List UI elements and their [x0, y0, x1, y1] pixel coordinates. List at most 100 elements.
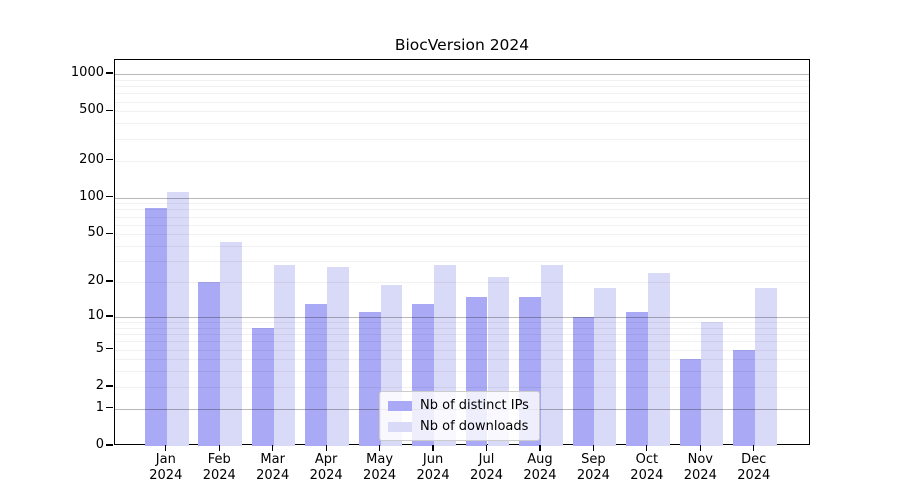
bar-downloads [327, 266, 349, 446]
x-tick-label: Jun 2024 [416, 452, 450, 483]
legend-swatch-distinct-ips [388, 400, 412, 411]
bar-distinct-ips [679, 359, 702, 446]
bar-downloads [220, 242, 243, 446]
gridline-minor [115, 261, 809, 263]
gridline-minor [115, 282, 809, 284]
y-tick-mark [106, 385, 113, 387]
x-tick-mark [485, 445, 488, 451]
y-tick-label: 1 [95, 399, 104, 415]
x-tick-label: Jul 2024 [469, 452, 504, 483]
gridline-minor [115, 341, 809, 343]
y-tick-label: 50 [87, 225, 104, 241]
y-tick-mark [106, 72, 113, 74]
bar-distinct-ips [732, 349, 755, 446]
bar-distinct-ips [145, 208, 167, 446]
x-tick-mark [272, 445, 274, 451]
x-tick-label: Jan 2024 [149, 452, 183, 483]
y-tick-mark [106, 195, 113, 198]
gridline-minor [115, 101, 809, 103]
bar-downloads [166, 191, 189, 446]
legend-label-downloads: Nb of downloads [420, 418, 529, 434]
bar-distinct-ips [626, 312, 648, 446]
x-tick-label: Aug 2024 [523, 452, 557, 483]
gridline-minor [115, 334, 809, 336]
x-tick-label: Oct 2024 [630, 452, 664, 483]
gridline-minor [115, 123, 809, 125]
chart-title: BiocVersion 2024 [394, 36, 530, 54]
y-tick-mark [106, 444, 113, 446]
x-tick-mark [753, 445, 755, 451]
bar-downloads [273, 264, 296, 446]
bar-downloads [594, 287, 617, 446]
y-tick-mark [106, 158, 113, 161]
x-tick-mark [378, 445, 381, 451]
y-tick-label: 100 [79, 188, 104, 204]
gridline-minor [115, 79, 809, 81]
gridline-minor [115, 234, 809, 236]
bar-distinct-ips [305, 303, 328, 446]
y-tick-mark [106, 407, 113, 409]
x-tick-label: Nov 2024 [683, 452, 717, 483]
bar-distinct-ips [358, 312, 381, 446]
x-tick-mark [325, 445, 327, 451]
gridline-minor [115, 93, 809, 95]
gridline-minor [115, 246, 809, 248]
gridline-minor [115, 359, 809, 361]
y-tick-label: 20 [87, 273, 104, 289]
x-tick-label: Feb 2024 [202, 452, 236, 483]
bar-distinct-ips [251, 327, 274, 446]
x-tick-mark [646, 445, 648, 451]
gridline-major [115, 74, 809, 76]
y-tick-label: 2 [95, 377, 104, 393]
legend-item-distinct-ips: Nb of distinct IPs [388, 397, 529, 414]
gridline-minor [115, 209, 809, 211]
gridline-minor [115, 203, 809, 205]
bar-downloads [701, 322, 724, 446]
gridline-minor [115, 322, 809, 324]
y-tick-mark [106, 232, 113, 234]
x-tick-mark [432, 445, 434, 451]
x-tick-mark [218, 445, 220, 451]
gridline-minor [115, 386, 809, 388]
legend: Nb of distinct IPs Nb of downloads [379, 391, 540, 441]
legend-item-downloads: Nb of downloads [388, 418, 529, 435]
gridline-minor [115, 86, 809, 88]
x-tick-label: May 2024 [363, 452, 397, 483]
gridline-minor [115, 327, 809, 329]
y-tick-label: 10 [87, 307, 104, 323]
legend-swatch-downloads [388, 421, 412, 432]
y-tick-label: 1000 [70, 65, 104, 81]
gridline-minor [115, 111, 809, 113]
x-tick-label: Apr 2024 [309, 452, 343, 483]
plot-area: Nb of distinct IPs Nb of downloads [114, 59, 810, 446]
bar-distinct-ips [572, 316, 595, 446]
gridline-minor [115, 160, 809, 162]
legend-label-distinct-ips: Nb of distinct IPs [420, 397, 529, 413]
gridline-minor [115, 216, 809, 218]
x-tick-mark [165, 445, 167, 451]
x-tick-mark [699, 445, 701, 451]
x-tick-label: Dec 2024 [737, 452, 771, 483]
bar-downloads [647, 272, 670, 446]
gridline-minor [115, 349, 809, 351]
gridline-minor [115, 138, 809, 140]
x-tick-label: Mar 2024 [256, 452, 290, 483]
gridline-minor [115, 224, 809, 226]
y-tick-label: 0 [95, 437, 104, 452]
y-tick-mark [106, 315, 113, 317]
y-tick-mark [106, 109, 113, 111]
y-tick-label: 500 [79, 102, 104, 118]
y-tick-mark [106, 347, 113, 350]
gridline-major [115, 197, 809, 199]
x-tick-mark [539, 445, 541, 451]
y-tick-mark [106, 280, 113, 282]
gridline-minor [115, 371, 809, 373]
x-tick-mark [592, 445, 595, 451]
y-tick-label: 5 [95, 340, 104, 356]
bar-distinct-ips [198, 282, 221, 446]
bar-downloads [540, 264, 563, 446]
x-tick-label: Sep 2024 [576, 452, 610, 483]
bar-downloads [754, 287, 777, 446]
y-tick-label: 200 [79, 151, 104, 167]
